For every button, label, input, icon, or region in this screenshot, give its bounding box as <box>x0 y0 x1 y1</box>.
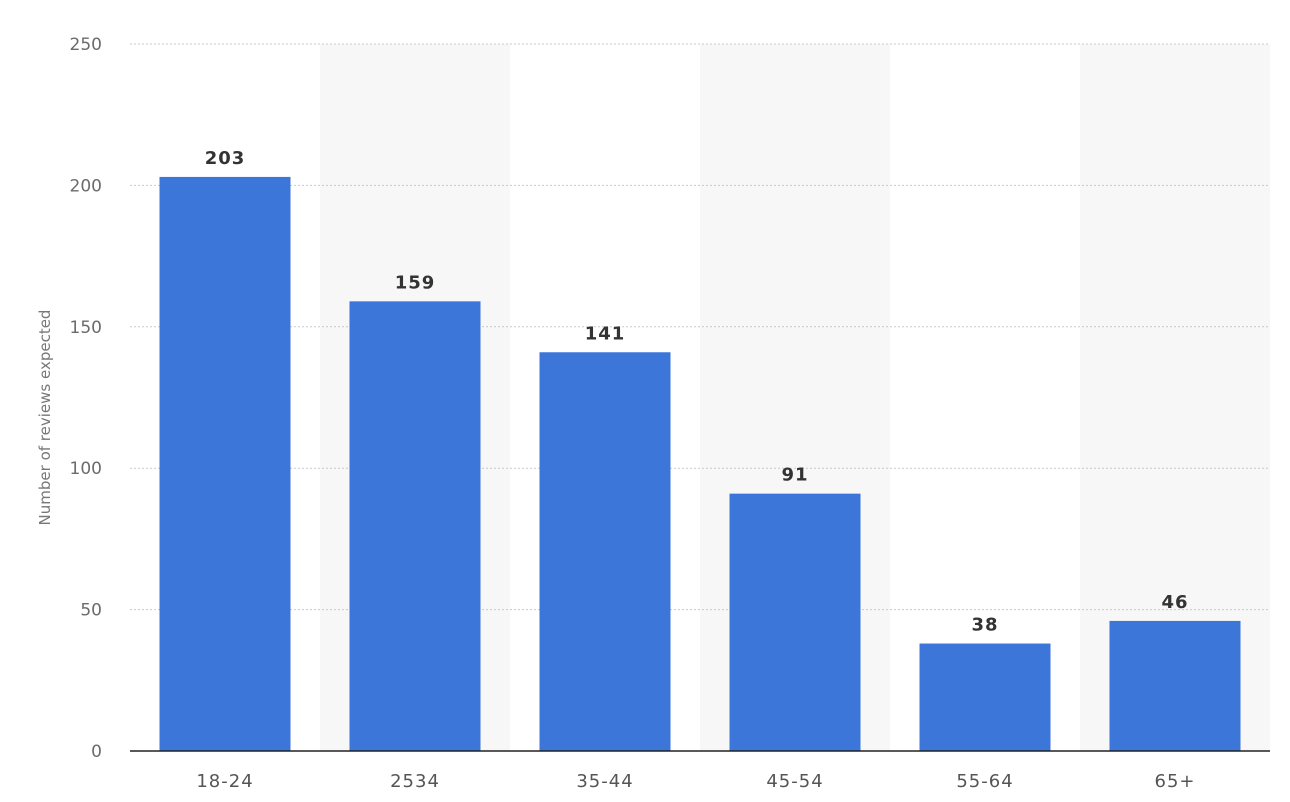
value-labels: 203 159 141 91 38 46 <box>205 148 1188 636</box>
bar-18-24[interactable] <box>159 176 291 751</box>
y-axis-title: Number of reviews expected <box>36 310 54 526</box>
bar-65+[interactable] <box>1109 620 1241 751</box>
x-tick-label: 45-54 <box>766 771 823 792</box>
y-tick-label: 250 <box>70 35 102 55</box>
y-tick-label: 50 <box>80 601 102 621</box>
value-label: 38 <box>971 615 998 636</box>
bar-45-54[interactable] <box>729 493 861 751</box>
x-tick-label: 55-64 <box>956 771 1013 792</box>
value-label: 159 <box>395 272 436 293</box>
gridlines <box>130 43 1270 611</box>
alternating-bands <box>320 44 1270 751</box>
y-tick-label: 200 <box>70 176 102 196</box>
value-label: 203 <box>205 148 246 169</box>
value-label: 46 <box>1161 592 1188 613</box>
value-label: 141 <box>585 323 626 344</box>
y-tick-label: 100 <box>70 459 102 479</box>
y-axis-ticks: 0 50 100 150 200 250 <box>70 35 102 762</box>
x-tick-label: 18-24 <box>196 771 253 792</box>
y-tick-label: 0 <box>91 742 102 762</box>
bar-35-44[interactable] <box>539 352 671 751</box>
x-tick-label: 2534 <box>390 771 440 792</box>
bar-2534[interactable] <box>349 301 481 751</box>
bar-55-64[interactable] <box>919 643 1051 751</box>
y-tick-label: 150 <box>70 318 102 338</box>
x-tick-label: 65+ <box>1155 771 1196 792</box>
bars <box>159 176 1241 751</box>
value-label: 91 <box>781 465 808 486</box>
x-axis-ticks: 18-24 2534 35-44 45-54 55-64 65+ <box>196 771 1196 792</box>
x-tick-label: 35-44 <box>576 771 633 792</box>
